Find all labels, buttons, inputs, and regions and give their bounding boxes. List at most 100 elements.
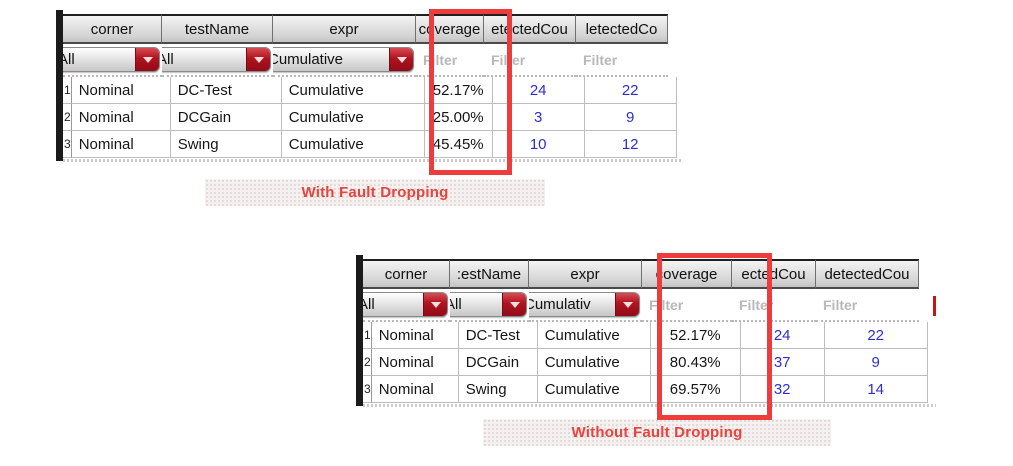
corner-filter-cell: All — [63, 44, 162, 77]
cell-testname: Swing — [170, 131, 282, 158]
testname-filter-dropdown[interactable]: All — [162, 47, 271, 72]
undetected-filter-cell — [576, 44, 668, 77]
detected-filter-cell — [732, 289, 816, 322]
detected-filter-cell — [484, 44, 576, 77]
cell-coverage: 80.43% — [650, 349, 741, 376]
cell-undetected-count: 9 — [824, 349, 928, 376]
column-header-detected-count[interactable]: etectedCou — [484, 14, 576, 44]
chevron-down-icon — [253, 56, 264, 63]
expr-filter-cell: Cumulative — [273, 44, 416, 77]
table-row: 2 Nominal DCGain Cumulative 25.00% 3 9 — [63, 104, 682, 131]
undetected-filter-cell — [816, 289, 919, 322]
dropdown-button[interactable] — [423, 293, 447, 316]
expr-filter-dropdown[interactable]: Cumulativ — [529, 292, 640, 317]
detected-filter-input[interactable] — [484, 51, 576, 68]
row-number[interactable]: 3 — [63, 131, 72, 158]
dropdown-button[interactable] — [502, 293, 526, 316]
cell-testname: DC-Test — [170, 77, 282, 104]
dropdown-button[interactable] — [135, 48, 159, 71]
corner-filter-value: All — [63, 51, 75, 68]
row-number[interactable]: 1 — [63, 77, 72, 104]
dropdown-button[interactable] — [615, 293, 639, 316]
column-header-corner[interactable]: corner — [63, 14, 162, 44]
detected-filter-input[interactable] — [732, 296, 816, 313]
cell-testname: DC-Test — [458, 322, 538, 349]
coverage-filter-input[interactable] — [416, 51, 484, 68]
column-header-detected-count[interactable]: ectedCou — [732, 259, 816, 289]
coverage-filter-cell — [642, 289, 732, 322]
testname-filter-cell: All — [450, 289, 529, 322]
header-row: corner :estName expr coverage ectedCou d… — [363, 259, 936, 289]
table-row: 3 Nominal Swing Cumulative 45.45% 10 12 — [63, 131, 682, 158]
column-header-testname[interactable]: testName — [162, 14, 273, 44]
testname-filter-value: All — [162, 51, 174, 68]
cell-coverage: 45.45% — [424, 131, 493, 158]
cell-testname: Swing — [458, 376, 538, 403]
expr-filter-dropdown[interactable]: Cumulative — [273, 47, 414, 72]
results-table-with-fault-dropping: corner testName expr coverage etectedCou… — [56, 9, 682, 175]
column-header-undetected-count[interactable]: detectedCou — [816, 259, 919, 289]
cell-undetected-count: 9 — [584, 104, 677, 131]
corner-filter-value: All — [363, 296, 375, 313]
dropdown-button[interactable] — [246, 48, 270, 71]
filter-row: All All Cumulative — [63, 44, 682, 77]
table-row: 2 Nominal DCGain Cumulative 80.43% 37 9 — [363, 349, 936, 376]
cell-testname: DCGain — [170, 104, 282, 131]
chevron-down-icon — [396, 56, 407, 63]
column-header-expr[interactable]: expr — [273, 14, 416, 44]
cell-expr: Cumulative — [537, 322, 651, 349]
row-number[interactable]: 2 — [63, 104, 72, 131]
caption-with-fault-dropping: With Fault Dropping — [205, 179, 545, 206]
column-header-expr[interactable]: expr — [529, 259, 642, 289]
results-table-without-fault-dropping: corner :estName expr coverage ectedCou d… — [356, 253, 936, 420]
table-row: 1 Nominal DC-Test Cumulative 52.17% 24 2… — [363, 322, 936, 349]
corner-filter-dropdown[interactable]: All — [63, 47, 160, 72]
column-header-undetected-count[interactable]: letectedCo — [576, 14, 668, 44]
corner-filter-dropdown[interactable]: All — [363, 292, 448, 317]
expr-filter-cell: Cumulativ — [529, 289, 642, 322]
table-row: 3 Nominal Swing Cumulative 69.57% 32 14 — [363, 376, 936, 403]
cell-corner: Nominal — [71, 77, 171, 104]
table-row: 1 Nominal DC-Test Cumulative 52.17% 24 2… — [63, 77, 682, 104]
cell-coverage: 69.57% — [650, 376, 741, 403]
cell-detected-count: 37 — [740, 349, 825, 376]
row-number[interactable]: 2 — [363, 349, 372, 376]
corner-filter-cell: All — [363, 289, 450, 322]
cell-corner: Nominal — [371, 376, 459, 403]
cell-undetected-count: 14 — [824, 376, 928, 403]
caption-without-fault-dropping: Without Fault Dropping — [483, 419, 831, 446]
undetected-filter-input[interactable] — [816, 296, 919, 313]
column-header-coverage[interactable]: coverage — [642, 259, 732, 289]
dropdown-button[interactable] — [389, 48, 413, 71]
cell-undetected-count: 12 — [584, 131, 677, 158]
cell-coverage: 25.00% — [424, 104, 493, 131]
cell-expr: Cumulative — [281, 131, 425, 158]
chevron-down-icon — [509, 301, 520, 308]
row-number[interactable]: 1 — [363, 322, 372, 349]
cell-expr: Cumulative — [537, 376, 651, 403]
coverage-filter-cell — [416, 44, 484, 77]
undetected-filter-input[interactable] — [576, 51, 668, 68]
column-header-testname[interactable]: :estName — [450, 259, 529, 289]
cell-corner: Nominal — [71, 131, 171, 158]
cell-corner: Nominal — [371, 349, 459, 376]
row-number[interactable]: 3 — [363, 376, 372, 403]
cell-detected-count: 3 — [492, 104, 585, 131]
header-row: corner testName expr coverage etectedCou… — [63, 14, 682, 44]
column-header-corner[interactable]: corner — [363, 259, 450, 289]
cell-expr: Cumulative — [537, 349, 651, 376]
filter-row: All All Cumulativ — [363, 289, 936, 322]
column-header-coverage[interactable]: coverage — [416, 14, 484, 44]
cell-testname: DCGain — [458, 349, 538, 376]
cell-detected-count: 24 — [740, 322, 825, 349]
chevron-down-icon — [430, 301, 441, 308]
cell-coverage: 52.17% — [424, 77, 493, 104]
coverage-filter-input[interactable] — [642, 296, 732, 313]
cell-corner: Nominal — [71, 104, 171, 131]
testname-filter-dropdown[interactable]: All — [450, 292, 527, 317]
chevron-down-icon — [622, 301, 633, 308]
cell-detected-count: 32 — [740, 376, 825, 403]
cell-expr: Cumulative — [281, 77, 425, 104]
testname-filter-value: All — [450, 296, 462, 313]
chevron-down-icon — [142, 56, 153, 63]
